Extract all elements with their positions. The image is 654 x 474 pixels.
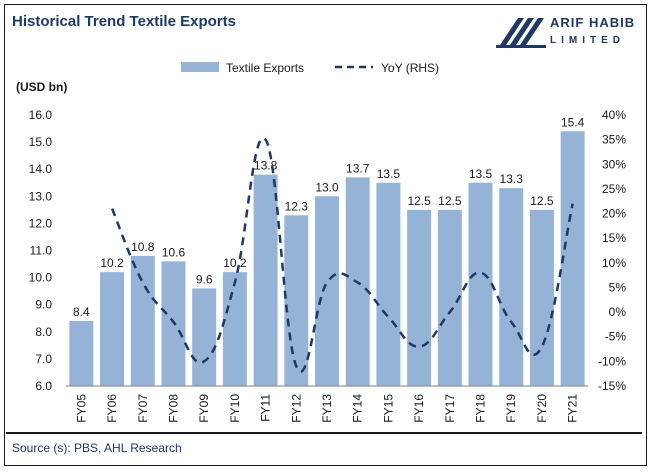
right-tick-label: 0% (609, 305, 627, 319)
bar-fy10 (222, 272, 247, 386)
bar-label-fy20: 12.5 (530, 194, 554, 208)
left-tick-label: 14.0 (29, 162, 53, 176)
legend-swatch-exports (181, 62, 219, 72)
right-tick-label: 30% (602, 157, 626, 171)
bar-fy20 (529, 209, 554, 386)
x-tick-label-fy09: FY09 (197, 394, 211, 423)
x-tick-label-fy21: FY21 (566, 394, 580, 423)
company-logo: ARIF HABIB LIMITED (496, 13, 642, 51)
bar-fy09 (192, 288, 217, 386)
x-axis-labels: FY05 FY06 FY07 FY08 FY09 FY10 FY11 FY12 FY13 FY14… (74, 394, 579, 423)
x-tick-label-fy12: FY12 (289, 394, 303, 423)
x-tick-label-fy15: FY15 (381, 394, 395, 423)
bar-label-fy15: 13.5 (377, 167, 401, 181)
yoy-line (110, 136, 574, 373)
right-tick-label: -5% (605, 330, 627, 344)
x-tick-label-fy10: FY10 (228, 394, 242, 423)
x-tick-label-fy14: FY14 (351, 394, 365, 423)
bar-fy15 (376, 182, 401, 386)
left-tick-label: 12.0 (29, 216, 53, 230)
x-tick-label-fy20: FY20 (535, 394, 549, 423)
x-tick-label-fy11: FY11 (259, 394, 273, 422)
legend: Textile Exports YoY (RHS) (181, 61, 439, 75)
right-tick-label: 25% (602, 182, 626, 196)
chart-title: Historical Trend Textile Exports (12, 13, 236, 30)
bar-label-fy19: 13.3 (500, 172, 524, 186)
left-tick-label: 16.0 (29, 108, 53, 122)
left-tick-label: 13.0 (29, 189, 53, 203)
bar-fy07 (130, 255, 155, 386)
logo-name-text: ARIF HABIB (550, 15, 636, 30)
right-tick-label: -15% (598, 379, 626, 393)
right-tick-label: 5% (609, 280, 627, 294)
left-tick-label: 10.0 (29, 271, 53, 285)
x-tick-label-fy08: FY08 (166, 394, 180, 423)
x-tick-label-fy05: FY05 (74, 394, 88, 423)
legend-label-exports: Textile Exports (226, 61, 304, 75)
bar-fy13 (315, 196, 339, 386)
left-tick-label: 7.0 (35, 352, 52, 366)
x-tick-label-fy16: FY16 (412, 394, 426, 423)
bar-fy05 (69, 320, 94, 386)
left-tick-label: 11.0 (30, 244, 53, 258)
bar-label-fy17: 12.5 (438, 194, 462, 208)
bar-label-fy13: 13.0 (315, 180, 339, 194)
left-tick-label: 6.0 (35, 379, 52, 393)
x-tick-label-fy13: FY13 (320, 394, 334, 423)
bar-fy12 (284, 215, 309, 386)
x-tick-label-fy17: FY17 (443, 394, 457, 423)
logo-mark-icon (496, 18, 546, 48)
right-tick-label: -10% (598, 354, 626, 368)
left-tick-label: 15.0 (29, 135, 53, 149)
y-axis-label: (USD bn) (16, 80, 67, 94)
x-tick-label-fy06: FY06 (105, 394, 119, 423)
bar-fy19 (499, 188, 524, 386)
bar-fy17 (437, 209, 462, 386)
textile-exports-chart: Textile Exports YoY (RHS) (USD bn) 6.0 7.… (16, 61, 626, 423)
bar-label-fy12: 12.3 (285, 199, 309, 213)
x-tick-label-fy07: FY07 (136, 394, 150, 423)
right-tick-label: 15% (602, 231, 626, 245)
bar-label-fy06: 10.2 (100, 256, 124, 270)
left-tick-label: 9.0 (35, 298, 52, 312)
right-tick-label: 35% (602, 133, 626, 147)
bar-label-fy08: 10.6 (162, 245, 186, 259)
bar-label-fy21: 15.4 (561, 115, 585, 129)
right-tick-label: 20% (602, 207, 626, 221)
left-axis-ticks: 6.0 7.0 8.0 9.0 10.0 11.0 12.0 13.0 14.0 15.0 16.0 (29, 108, 53, 393)
bar-label-fy14: 13.7 (346, 161, 370, 175)
logo-sub-text: LIMITED (550, 35, 625, 46)
left-tick-label: 8.0 (35, 325, 52, 339)
bar-label-fy05: 8.4 (73, 305, 90, 319)
source-note: Source (s): PBS, AHL Research (12, 441, 182, 455)
bar-fy18 (468, 182, 493, 386)
right-tick-label: 10% (602, 256, 626, 270)
bar-label-fy16: 12.5 (407, 194, 431, 208)
bar-fy11 (253, 174, 278, 386)
bar-fy16 (407, 209, 432, 386)
bar-label-fy09: 9.6 (196, 272, 213, 286)
source-divider (6, 432, 642, 434)
x-tick-label-fy19: FY19 (504, 394, 518, 423)
bar-label-fy18: 13.5 (469, 167, 493, 181)
bar-fy21 (560, 131, 585, 386)
bar-label-fy07: 10.8 (131, 240, 155, 254)
right-axis-ticks: -15% -10% -5% 0% 5% 10% 15% 20% 25% 30% 35% 40% (598, 108, 626, 393)
bar-label-fy10: 10.2 (223, 256, 247, 270)
bar-fy06 (100, 272, 125, 386)
x-tick-label-fy18: FY18 (474, 394, 488, 423)
legend-label-yoy: YoY (RHS) (381, 61, 439, 75)
bar-data-labels: 8.410.210.8 10.69.610.213.812.313.013.7 13… (73, 115, 585, 319)
right-tick-label: 40% (602, 108, 626, 122)
bar-series (69, 131, 585, 386)
